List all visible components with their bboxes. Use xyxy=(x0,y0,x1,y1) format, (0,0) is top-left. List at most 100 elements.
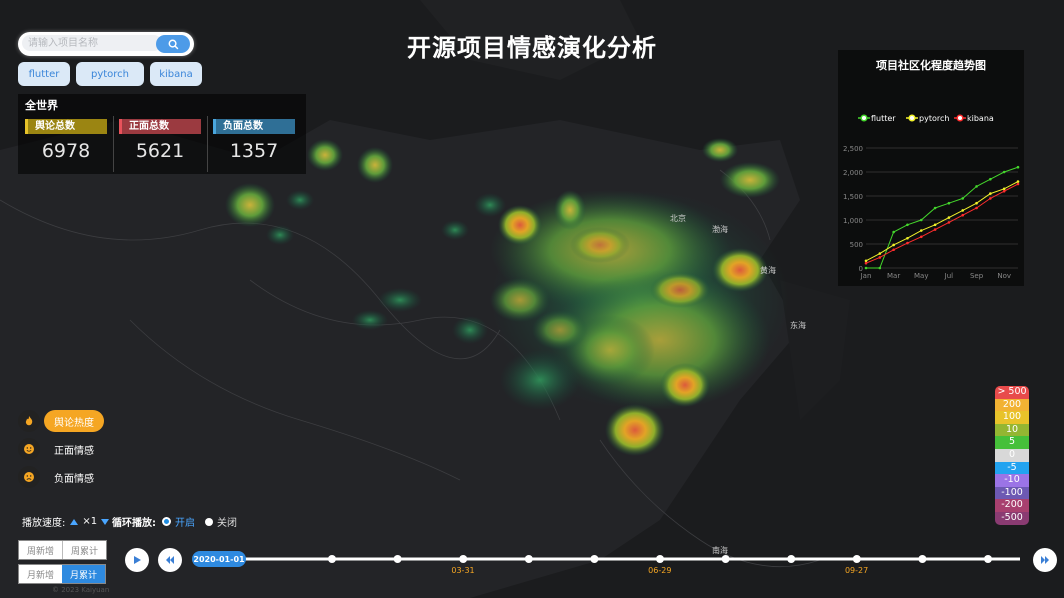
search-button[interactable] xyxy=(156,35,190,53)
legend-item: -5 xyxy=(995,461,1029,475)
data-point-flutter xyxy=(989,177,992,181)
category-heat[interactable]: 舆论热度 xyxy=(18,410,104,432)
stat-positive: 正面总数 5621 xyxy=(119,119,201,162)
x-tick-label: May xyxy=(914,272,928,280)
rewind-button[interactable] xyxy=(158,548,182,572)
data-point-pytorch xyxy=(906,236,909,240)
legend-item: -500 xyxy=(995,511,1029,525)
legend-label[interactable]: kibana xyxy=(967,114,994,123)
y-tick-label: 2,500 xyxy=(843,145,863,153)
week-total-button[interactable]: 周累计 xyxy=(63,541,106,559)
category-positive-label: 正面情感 xyxy=(54,445,94,457)
forward-button[interactable] xyxy=(1033,548,1057,572)
data-point-flutter xyxy=(947,201,951,205)
speed-down-icon[interactable] xyxy=(100,518,110,526)
data-point-flutter xyxy=(961,197,965,200)
legend-label[interactable]: pytorch xyxy=(919,114,949,123)
timeline-tick-label: 09-27 xyxy=(845,566,868,575)
data-point-pytorch xyxy=(961,209,965,212)
data-point-kibana xyxy=(919,235,923,239)
trend-chart-title: 项目社区化程度趋势图 xyxy=(876,59,986,72)
legend-label[interactable]: flutter xyxy=(871,114,896,123)
data-point-flutter xyxy=(892,230,895,234)
timeline-dot[interactable] xyxy=(328,555,336,563)
stat-total-value: 6978 xyxy=(41,140,91,162)
legend-marker xyxy=(908,114,916,122)
month-new-button[interactable]: 月新增 xyxy=(19,565,62,583)
data-point-pytorch xyxy=(864,259,868,263)
stat-negative-label: 负面总数 xyxy=(213,119,295,134)
stat-divider xyxy=(207,116,208,172)
timeline-dot[interactable] xyxy=(590,555,599,563)
loop-on-radio[interactable] xyxy=(162,517,171,526)
map-label-donghai: 东海 xyxy=(790,320,806,330)
data-point-kibana xyxy=(1016,182,1020,186)
data-point-flutter xyxy=(975,185,978,188)
timeline-current-marker[interactable] xyxy=(192,551,246,567)
data-point-flutter xyxy=(878,266,882,270)
timeline[interactable]: 03-31 06-29 09-27 2020-01-01 xyxy=(0,540,1064,580)
map-label-bohai: 渤海 xyxy=(712,224,728,234)
data-point-kibana xyxy=(892,248,895,252)
value-legend: > 500 200 100 10 5 0 -5 -10 -100 -200 -500 xyxy=(995,386,1029,525)
project-tabs: flutter pytorch kibana xyxy=(18,62,202,86)
week-new-button[interactable]: 周新增 xyxy=(19,541,63,559)
speed-up-icon[interactable] xyxy=(69,518,79,526)
legend-item: > 500 xyxy=(995,386,1029,399)
copyright: © 2023 Kaiyuan xyxy=(52,586,110,594)
legend-marker xyxy=(860,114,868,122)
map-label-nanhai: 南海 xyxy=(712,545,728,555)
timeline-dot[interactable] xyxy=(852,555,861,563)
month-total-button[interactable]: 月累计 xyxy=(62,565,105,583)
timeline-dot[interactable] xyxy=(984,555,992,563)
loop-off-label[interactable]: 关闭 xyxy=(217,518,237,529)
timeline-dot[interactable] xyxy=(393,555,402,563)
project-button-pytorch[interactable]: pytorch xyxy=(76,62,144,86)
data-point-pytorch xyxy=(989,192,992,195)
data-point-kibana xyxy=(947,221,951,224)
y-tick-label: 1,000 xyxy=(843,217,863,225)
data-point-pytorch xyxy=(919,229,923,232)
smile-icon xyxy=(18,438,40,460)
project-button-kibana[interactable]: kibana xyxy=(150,62,202,86)
region-title: 全世界 xyxy=(25,99,58,112)
legend-item: 200 xyxy=(995,398,1029,412)
data-point-kibana xyxy=(1002,189,1006,193)
stat-divider xyxy=(113,116,114,172)
data-point-kibana xyxy=(961,213,965,217)
data-point-flutter xyxy=(1002,170,1006,174)
data-point-flutter xyxy=(933,206,937,210)
data-point-pytorch xyxy=(933,223,937,227)
data-point-flutter xyxy=(906,223,909,227)
play-button[interactable] xyxy=(125,548,149,572)
timeline-dot[interactable] xyxy=(918,555,927,563)
timeline-dot[interactable] xyxy=(524,555,533,563)
search-input[interactable] xyxy=(22,35,162,51)
category-negative[interactable]: 负面情感 xyxy=(18,466,104,488)
data-point-kibana xyxy=(989,197,992,200)
series-line-kibana xyxy=(865,183,1019,264)
legend-item: 5 xyxy=(995,436,1029,449)
category-positive[interactable]: 正面情感 xyxy=(18,438,104,460)
legend-item: -10 xyxy=(995,474,1029,487)
project-button-flutter[interactable]: flutter xyxy=(18,62,70,86)
legend-item: -200 xyxy=(995,499,1029,512)
timeline-dot[interactable] xyxy=(656,555,664,563)
timeline-dot[interactable] xyxy=(459,555,468,563)
loop-off-radio[interactable] xyxy=(205,517,213,526)
timeline-dot[interactable] xyxy=(721,555,730,563)
timeline-dot[interactable] xyxy=(787,555,796,563)
series-line-flutter xyxy=(866,166,1019,269)
map-label-huanghai: 黄海 xyxy=(760,265,776,275)
data-point-kibana xyxy=(864,261,868,265)
legend-item: 10 xyxy=(995,423,1029,437)
loop-on-label[interactable]: 开启 xyxy=(175,518,195,529)
speed-value: ×1 xyxy=(82,516,98,527)
playback-speed: 播放速度: ×1 xyxy=(22,514,110,529)
timeline-tick-label: 03-31 xyxy=(451,566,474,575)
data-point-pytorch xyxy=(892,243,895,247)
x-tick-label: Nov xyxy=(997,272,1011,280)
stat-positive-value: 5621 xyxy=(135,140,185,162)
stat-negative-value: 1357 xyxy=(229,140,279,162)
